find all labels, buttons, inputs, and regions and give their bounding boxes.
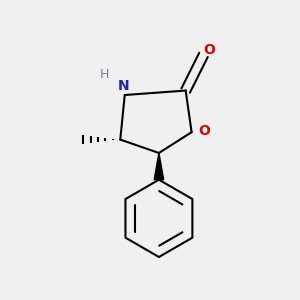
Text: N: N	[117, 79, 129, 93]
Text: O: O	[198, 124, 210, 138]
Polygon shape	[154, 153, 164, 180]
Text: H: H	[100, 68, 109, 81]
Text: O: O	[203, 43, 215, 56]
